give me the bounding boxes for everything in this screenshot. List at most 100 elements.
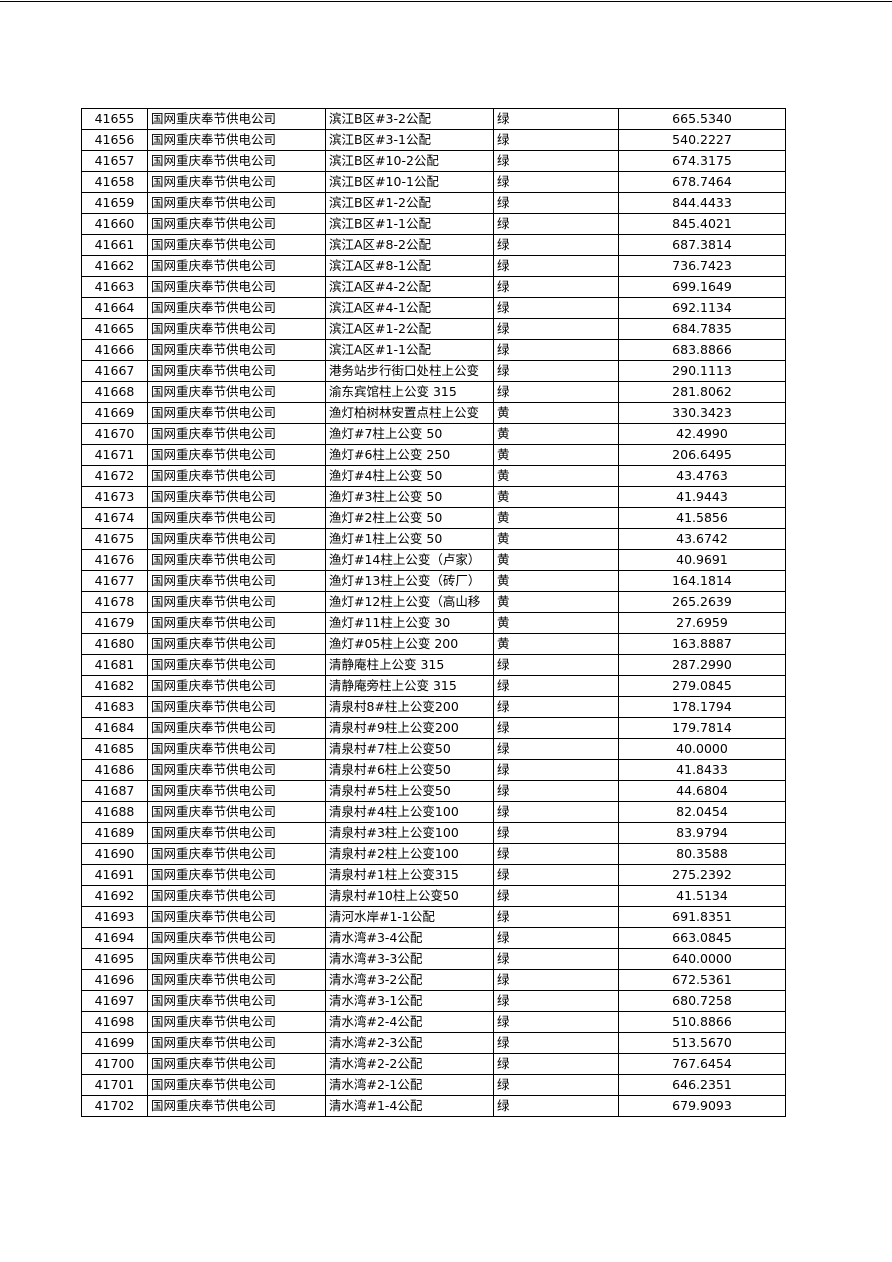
status: 绿 — [493, 906, 619, 928]
value: 43.4763 — [618, 465, 786, 487]
row-id: 41658 — [81, 171, 148, 193]
table-row: 41659 国网重庆奉节供电公司 滨江B区#1-2公配绿 844.4433 — [81, 192, 786, 214]
status: 绿 — [493, 381, 619, 403]
status: 黄 — [493, 633, 619, 655]
company: 国网重庆奉节供电公司 — [147, 108, 326, 130]
value: 692.1134 — [618, 297, 786, 319]
company: 国网重庆奉节供电公司 — [147, 1032, 326, 1054]
row-id: 41655 — [81, 108, 148, 130]
table-row: 41667 国网重庆奉节供电公司 港务站步行街口处柱上公变绿 290.1113 — [81, 360, 786, 382]
row-id: 41673 — [81, 486, 148, 508]
row-id: 41695 — [81, 948, 148, 970]
value: 640.0000 — [618, 948, 786, 970]
table-row: 41664 国网重庆奉节供电公司 滨江A区#4-1公配绿 692.1134 — [81, 297, 786, 319]
station-name: 滨江B区#3-2公配 — [325, 108, 494, 130]
value: 290.1113 — [618, 360, 786, 382]
table-row: 41690 国网重庆奉节供电公司 清泉村#2柱上公变100 绿 80.3588 — [81, 843, 786, 865]
station-name: 清泉村#3柱上公变100 — [325, 822, 494, 844]
table-row: 41693 国网重庆奉节供电公司 清河水岸#1-1公配绿 691.8351 — [81, 906, 786, 928]
status: 绿 — [493, 1053, 619, 1075]
row-id: 41680 — [81, 633, 148, 655]
value: 845.4021 — [618, 213, 786, 235]
table-row: 41701 国网重庆奉节供电公司 清水湾#2-1公配绿 646.2351 — [81, 1074, 786, 1096]
company: 国网重庆奉节供电公司 — [147, 570, 326, 592]
station-name: 清水湾#3-2公配 — [325, 969, 494, 991]
row-id: 41690 — [81, 843, 148, 865]
station-name: 清泉村#5柱上公变50 — [325, 780, 494, 802]
company: 国网重庆奉节供电公司 — [147, 864, 326, 886]
station-name: 清水湾#3-1公配 — [325, 990, 494, 1012]
company: 国网重庆奉节供电公司 — [147, 234, 326, 256]
company: 国网重庆奉节供电公司 — [147, 129, 326, 151]
company: 国网重庆奉节供电公司 — [147, 528, 326, 550]
company: 国网重庆奉节供电公司 — [147, 339, 326, 361]
value: 41.8433 — [618, 759, 786, 781]
company: 国网重庆奉节供电公司 — [147, 549, 326, 571]
value: 265.2639 — [618, 591, 786, 613]
value: 540.2227 — [618, 129, 786, 151]
status: 绿 — [493, 276, 619, 298]
company: 国网重庆奉节供电公司 — [147, 1053, 326, 1075]
table-row: 41655 国网重庆奉节供电公司 滨江B区#3-2公配绿 665.5340 — [81, 108, 786, 130]
station-name: 清泉村#6柱上公变50 — [325, 759, 494, 781]
table-row: 41691 国网重庆奉节供电公司 清泉村#1柱上公变315 绿 275.2392 — [81, 864, 786, 886]
value: 691.8351 — [618, 906, 786, 928]
station-name: 港务站步行街口处柱上公变 — [325, 360, 494, 382]
value: 699.1649 — [618, 276, 786, 298]
company: 国网重庆奉节供电公司 — [147, 444, 326, 466]
table-row: 41668 国网重庆奉节供电公司 渝东宾馆柱上公变 315 绿 281.8062 — [81, 381, 786, 403]
company: 国网重庆奉节供电公司 — [147, 717, 326, 739]
table-row: 41678 国网重庆奉节供电公司 渔灯#12柱上公变（高山移黄 265.2639 — [81, 591, 786, 613]
row-id: 41684 — [81, 717, 148, 739]
value: 279.0845 — [618, 675, 786, 697]
value: 83.9794 — [618, 822, 786, 844]
table-row: 41658 国网重庆奉节供电公司 滨江B区#10-1公配绿 678.7464 — [81, 171, 786, 193]
station-name: 渔灯#13柱上公变（砖厂） — [325, 570, 494, 592]
value: 767.6454 — [618, 1053, 786, 1075]
row-id: 41689 — [81, 822, 148, 844]
value: 41.9443 — [618, 486, 786, 508]
station-name: 渔灯#1柱上公变 50 — [325, 528, 494, 550]
status: 黄 — [493, 591, 619, 613]
row-id: 41691 — [81, 864, 148, 886]
station-name: 清泉村#7柱上公变50 — [325, 738, 494, 760]
row-id: 41663 — [81, 276, 148, 298]
company: 国网重庆奉节供电公司 — [147, 171, 326, 193]
status: 黄 — [493, 612, 619, 634]
status: 绿 — [493, 717, 619, 739]
company: 国网重庆奉节供电公司 — [147, 696, 326, 718]
station-name: 清泉村#9柱上公变200 — [325, 717, 494, 739]
status: 绿 — [493, 1074, 619, 1096]
company: 国网重庆奉节供电公司 — [147, 1011, 326, 1033]
status: 黄 — [493, 507, 619, 529]
row-id: 41670 — [81, 423, 148, 445]
station-name: 渔灯#2柱上公变 50 — [325, 507, 494, 529]
status: 绿 — [493, 801, 619, 823]
table-row: 41681 国网重庆奉节供电公司 清静庵柱上公变 315 绿 287.2990 — [81, 654, 786, 676]
table-row: 41688 国网重庆奉节供电公司 清泉村#4柱上公变100 绿 82.0454 — [81, 801, 786, 823]
company: 国网重庆奉节供电公司 — [147, 738, 326, 760]
row-id: 41688 — [81, 801, 148, 823]
status: 绿 — [493, 1032, 619, 1054]
value: 275.2392 — [618, 864, 786, 886]
company: 国网重庆奉节供电公司 — [147, 276, 326, 298]
row-id: 41659 — [81, 192, 148, 214]
status: 绿 — [493, 864, 619, 886]
row-id: 41683 — [81, 696, 148, 718]
value: 179.7814 — [618, 717, 786, 739]
value: 163.8887 — [618, 633, 786, 655]
status: 绿 — [493, 675, 619, 697]
status: 绿 — [493, 696, 619, 718]
status: 黄 — [493, 549, 619, 571]
value: 178.1794 — [618, 696, 786, 718]
station-name: 滨江A区#8-2公配 — [325, 234, 494, 256]
status: 绿 — [493, 948, 619, 970]
company: 国网重庆奉节供电公司 — [147, 423, 326, 445]
value: 41.5134 — [618, 885, 786, 907]
table-row: 41661 国网重庆奉节供电公司 滨江A区#8-2公配绿 687.3814 — [81, 234, 786, 256]
value: 683.8866 — [618, 339, 786, 361]
status: 绿 — [493, 1011, 619, 1033]
station-name: 清静庵柱上公变 315 — [325, 654, 494, 676]
table-row: 41702 国网重庆奉节供电公司 清水湾#1-4公配绿 679.9093 — [81, 1095, 786, 1117]
